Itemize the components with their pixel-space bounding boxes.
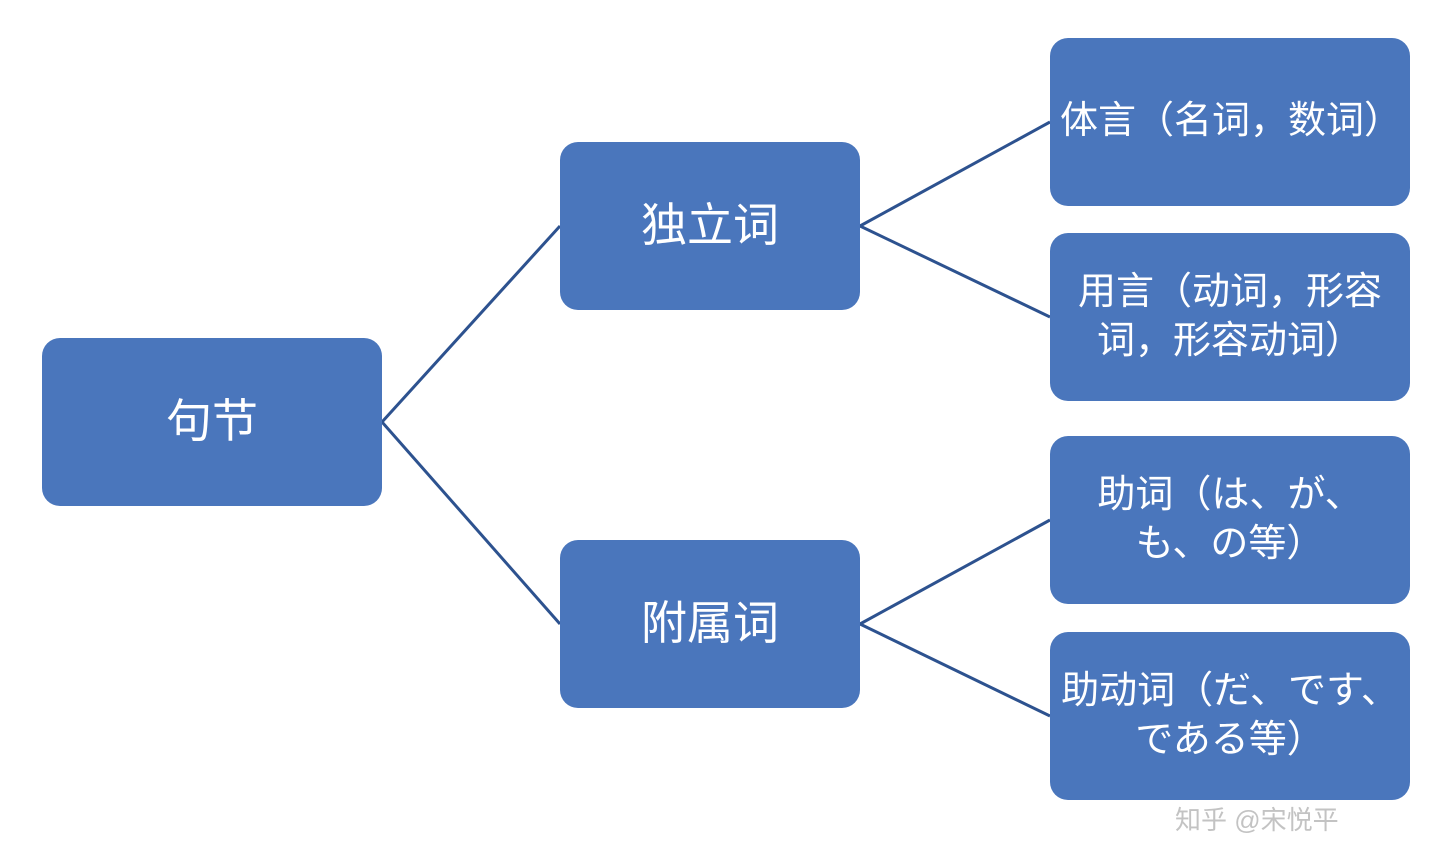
node-level2_b: 附属词 (560, 540, 860, 708)
edge-level2_a-leaf_1 (860, 122, 1050, 226)
edge-level2_a-leaf_2 (860, 226, 1050, 317)
watermark-text: 知乎 @宋悦平 (1175, 800, 1339, 837)
node-leaf_3: 助词（は、が、も、の等） (1050, 436, 1410, 604)
edge-root-level2_b (382, 422, 560, 624)
edge-level2_b-leaf_4 (860, 624, 1050, 716)
node-level2_a: 独立词 (560, 142, 860, 310)
node-leaf_2: 用言（动词，形容词，形容动词） (1050, 233, 1410, 401)
node-root: 句节 (42, 338, 382, 506)
node-leaf_4: 助动词（だ、です、である等） (1050, 632, 1410, 800)
edge-root-level2_a (382, 226, 560, 422)
node-leaf_1: 体言（名词，数词） (1050, 38, 1410, 206)
edge-level2_b-leaf_3 (860, 520, 1050, 624)
